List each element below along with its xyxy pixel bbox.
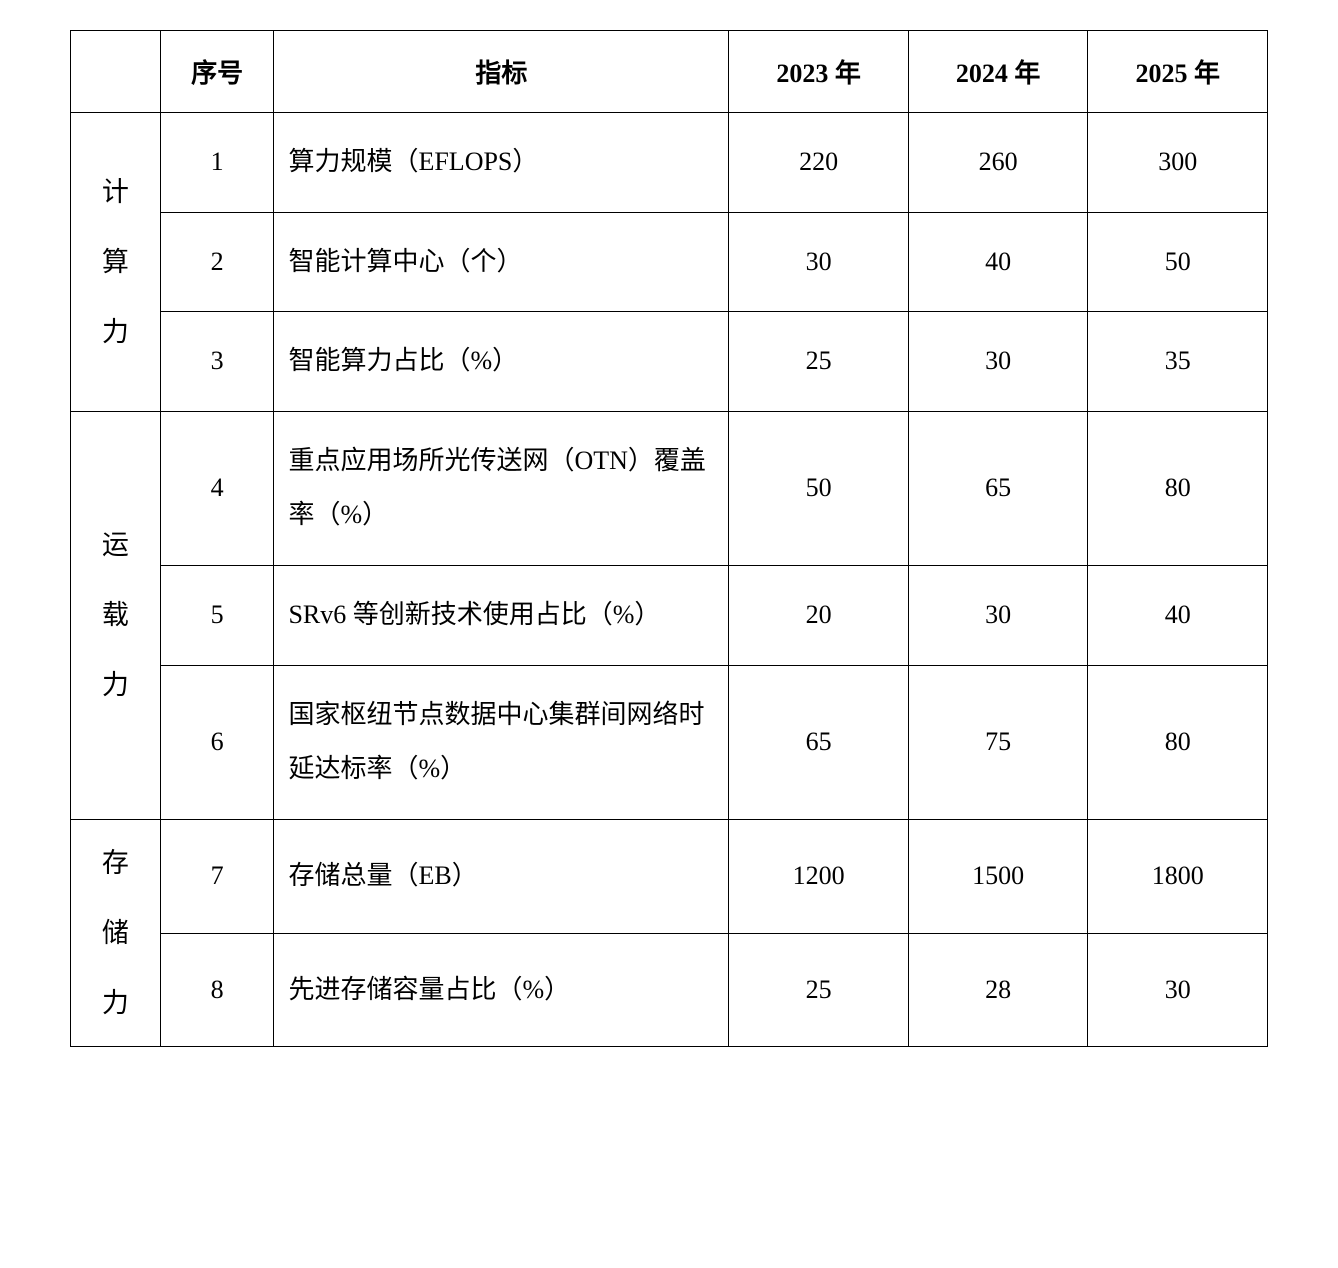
col-header-y2024: 2024 年: [908, 31, 1088, 113]
table-header-row: 序号指标2023 年2024 年2025 年: [71, 31, 1268, 113]
value-cell-y2025: 50: [1088, 212, 1268, 312]
table-row: 8先进存储容量占比（%）252830: [71, 933, 1268, 1047]
value-cell-y2024: 30: [908, 312, 1088, 412]
index-cell: 4: [160, 411, 274, 565]
value-cell-y2025: 300: [1088, 113, 1268, 213]
value-cell-y2023: 220: [729, 113, 909, 213]
value-cell-y2023: 25: [729, 933, 909, 1047]
table-row: 运载力4重点应用场所光传送网（OTN）覆盖率（%）506580: [71, 411, 1268, 565]
index-cell: 6: [160, 665, 274, 819]
table-row: 存储力7存储总量（EB）120015001800: [71, 819, 1268, 933]
table-row: 3智能算力占比（%）253035: [71, 312, 1268, 412]
value-cell-y2024: 75: [908, 665, 1088, 819]
index-cell: 3: [160, 312, 274, 412]
table-row: 5SRv6 等创新技术使用占比（%）203040: [71, 565, 1268, 665]
metric-cell: 重点应用场所光传送网（OTN）覆盖率（%）: [274, 411, 729, 565]
index-cell: 2: [160, 212, 274, 312]
category-label: 计算力: [102, 157, 129, 368]
col-header-y2023: 2023 年: [729, 31, 909, 113]
index-cell: 1: [160, 113, 274, 213]
value-cell-y2024: 40: [908, 212, 1088, 312]
metric-cell: SRv6 等创新技术使用占比（%）: [274, 565, 729, 665]
value-cell-y2024: 30: [908, 565, 1088, 665]
category-cell: 运载力: [71, 411, 161, 819]
value-cell-y2025: 30: [1088, 933, 1268, 1047]
metric-cell: 先进存储容量占比（%）: [274, 933, 729, 1047]
value-cell-y2023: 1200: [729, 819, 909, 933]
value-cell-y2025: 35: [1088, 312, 1268, 412]
category-label: 运载力: [102, 510, 129, 721]
value-cell-y2023: 30: [729, 212, 909, 312]
table-row: 2智能计算中心（个）304050: [71, 212, 1268, 312]
metric-cell: 存储总量（EB）: [274, 819, 729, 933]
metric-cell: 算力规模（EFLOPS）: [274, 113, 729, 213]
metric-cell: 国家枢纽节点数据中心集群间网络时延达标率（%）: [274, 665, 729, 819]
value-cell-y2023: 20: [729, 565, 909, 665]
value-cell-y2025: 80: [1088, 411, 1268, 565]
value-cell-y2024: 260: [908, 113, 1088, 213]
value-cell-y2025: 80: [1088, 665, 1268, 819]
index-cell: 5: [160, 565, 274, 665]
metric-cell: 智能算力占比（%）: [274, 312, 729, 412]
value-cell-y2024: 28: [908, 933, 1088, 1047]
value-cell-y2023: 65: [729, 665, 909, 819]
value-cell-y2024: 65: [908, 411, 1088, 565]
category-cell: 计算力: [71, 113, 161, 412]
col-header-index: 序号: [160, 31, 274, 113]
index-cell: 8: [160, 933, 274, 1047]
value-cell-y2025: 40: [1088, 565, 1268, 665]
col-header-category: [71, 31, 161, 113]
col-header-y2025: 2025 年: [1088, 31, 1268, 113]
table-row: 6国家枢纽节点数据中心集群间网络时延达标率（%）657580: [71, 665, 1268, 819]
category-cell: 存储力: [71, 819, 161, 1047]
value-cell-y2025: 1800: [1088, 819, 1268, 933]
value-cell-y2024: 1500: [908, 819, 1088, 933]
metrics-table: 序号指标2023 年2024 年2025 年计算力1算力规模（EFLOPS）22…: [70, 30, 1268, 1047]
category-label: 存储力: [102, 828, 129, 1039]
col-header-metric: 指标: [274, 31, 729, 113]
value-cell-y2023: 25: [729, 312, 909, 412]
value-cell-y2023: 50: [729, 411, 909, 565]
index-cell: 7: [160, 819, 274, 933]
metric-cell: 智能计算中心（个）: [274, 212, 729, 312]
table-row: 计算力1算力规模（EFLOPS）220260300: [71, 113, 1268, 213]
